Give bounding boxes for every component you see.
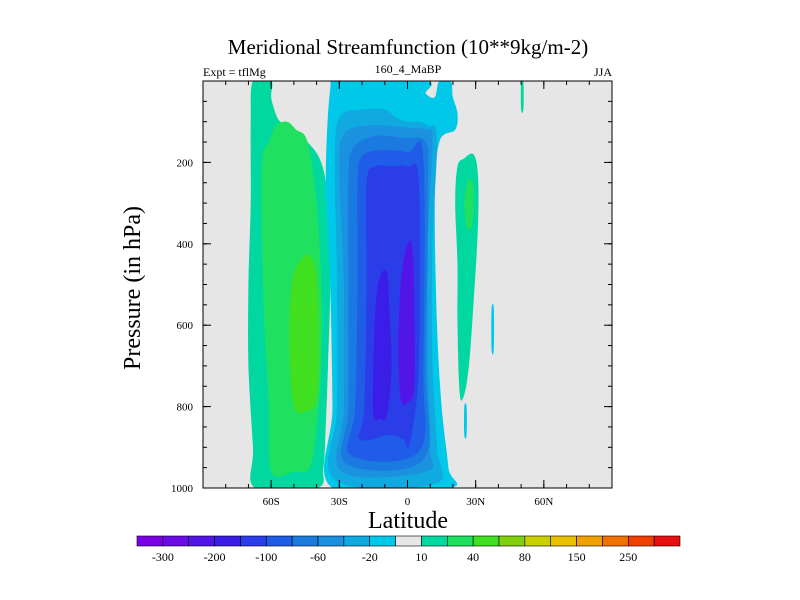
colorbar-label: 40 [467,550,479,564]
contour-ss-cell-core [289,254,319,414]
colorbar-swatch [524,535,552,547]
colorbar-swatch [188,535,215,547]
colorbar-swatch [472,535,500,547]
colorbar-label: -60 [310,550,326,564]
colorbar-swatch [369,535,396,547]
colorbar-swatch [550,535,577,547]
x-tick-label: 60S [263,496,280,508]
colorbar-label: 80 [519,550,531,564]
colorbar-swatch [317,535,345,547]
colorbar-swatch [446,535,474,547]
colorbar-swatch [395,535,422,547]
colorbar-swatch [627,535,655,547]
contour-ne-sliver-1 [464,403,467,439]
y-tick-label: 1000 [171,483,194,495]
contour-nh-cell-8 [398,240,415,405]
y-axis: 200 400 600 800 1000 [171,80,612,495]
colorbar-swatch [162,535,190,547]
colorbar-swatch [653,535,681,547]
x-tick-label: 30S [331,496,348,508]
colorbar-swatch [291,535,319,547]
colorbar-label: -200 [204,550,226,564]
colorbar-swatch [498,535,526,547]
x-axis-label: Latitude [368,508,448,534]
x-tick-label: 60N [534,496,553,508]
colorbar-label: 150 [568,550,586,564]
right-subtitle: JJA [594,65,612,79]
y-tick-label: 800 [177,402,194,414]
colorbar-swatch [421,535,448,547]
colorbar-swatch [214,535,241,547]
colorbar-label: 10 [415,550,427,564]
contour-ne-sliver-3 [520,81,524,114]
colorbar-label: -100 [255,550,277,564]
chart-title: Meridional Streamfunction (10**9kg/m-2) [228,35,588,59]
colorbar-label: -300 [152,550,174,564]
colorbar-swatch [240,535,267,547]
colorbar-swatch [265,535,293,547]
y-tick-label: 600 [177,320,194,332]
center-subtitle: 160_4_MaBP [375,62,442,76]
colorbar-swatch [602,535,629,547]
y-tick-label: 200 [177,157,194,169]
colorbar-swatch [576,535,603,547]
contour-nh-cell-7 [372,269,392,421]
colorbar-label: 250 [619,550,637,564]
colorbar-swatch [136,535,164,547]
y-axis-label: Pressure (in hPa) [120,206,146,370]
x-axis: 60S 30S 0 30N 60N [202,81,613,508]
x-tick-label: 0 [405,496,411,508]
colorbar: -300 -200 -100 -60 -20 10 40 80 150 250 [136,535,681,564]
left-subtitle: Expt = tflMg [203,65,266,79]
contour-fills [248,81,524,488]
colorbar-swatch [343,535,371,547]
contour-ne-sliver-2 [491,303,495,355]
contour-ne-cell-core [464,178,474,231]
x-tick-label: 30N [466,496,485,508]
y-tick-label: 400 [177,239,194,251]
colorbar-label: -20 [362,550,378,564]
plot-area [202,80,613,489]
